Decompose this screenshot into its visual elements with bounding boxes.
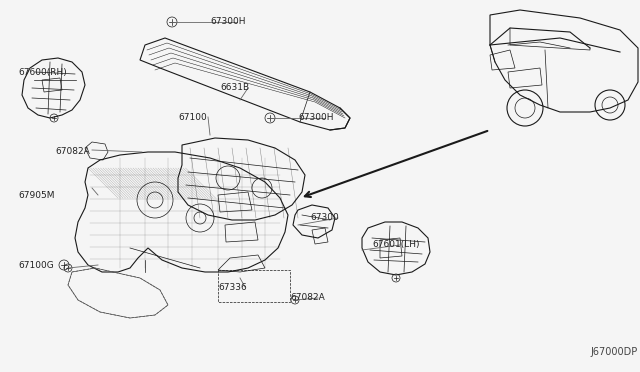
Text: 67300H: 67300H — [210, 17, 246, 26]
Text: 67082A: 67082A — [290, 294, 324, 302]
Text: 67601(LH): 67601(LH) — [372, 241, 419, 250]
Text: 67300H: 67300H — [298, 112, 333, 122]
Text: 67300: 67300 — [310, 214, 339, 222]
Text: 67905M: 67905M — [18, 190, 54, 199]
Text: J67000DP: J67000DP — [590, 347, 637, 357]
Text: 6631B: 6631B — [220, 83, 249, 93]
Text: 67100: 67100 — [178, 112, 207, 122]
Text: 67336: 67336 — [218, 282, 247, 292]
Text: 67100G: 67100G — [18, 260, 54, 269]
Bar — [218, 270, 290, 302]
Text: 67082A: 67082A — [55, 148, 90, 157]
Text: 67600(RH): 67600(RH) — [18, 67, 67, 77]
